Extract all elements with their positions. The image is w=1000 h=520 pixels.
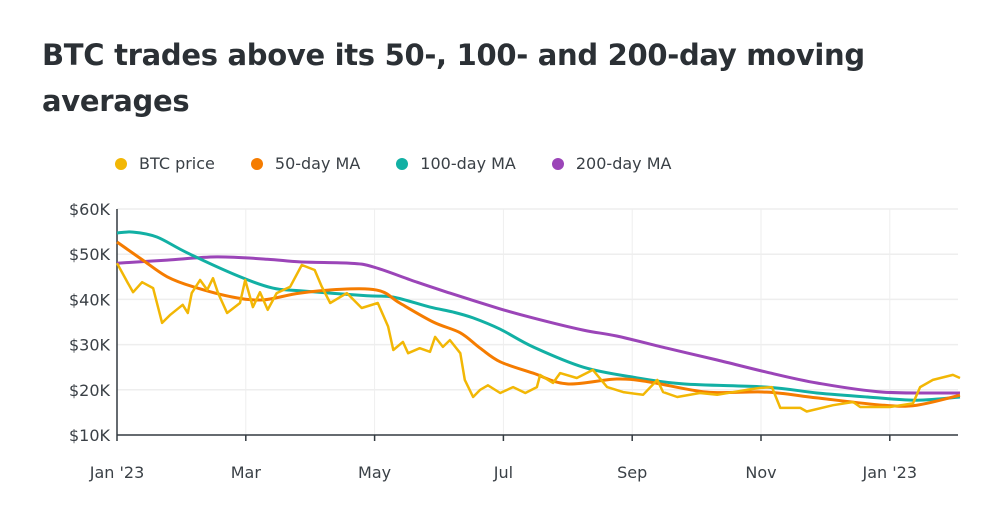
legend-label: BTC price xyxy=(139,154,215,173)
legend-item-100-day-ma[interactable]: 100-day MA xyxy=(396,154,516,173)
series-line-100-day-ma[interactable] xyxy=(116,230,961,402)
y-tick-label: $10K xyxy=(69,426,111,445)
x-tick-label: Jan '23 xyxy=(89,463,145,482)
y-tick-label: $40K xyxy=(69,290,111,309)
x-tick-label: May xyxy=(358,463,391,482)
series-line-50-day-ma[interactable] xyxy=(116,240,961,408)
legend-label: 50-day MA xyxy=(274,154,361,173)
legend-label: 100-day MA xyxy=(420,154,516,173)
legend-marker xyxy=(250,157,263,170)
x-tick-label: Jul xyxy=(493,463,513,482)
legend-marker xyxy=(115,157,127,170)
x-tick-label: Mar xyxy=(231,463,262,482)
y-tick-label: $30K xyxy=(69,336,111,355)
legend: BTC price 50-day MA 100-day MA 200-day M… xyxy=(115,154,671,173)
series-line-200-day-ma[interactable] xyxy=(116,255,961,395)
legend-item-50-day-ma[interactable]: 50-day MA xyxy=(250,154,361,173)
x-tick-label: Sep xyxy=(617,463,647,482)
x-tick-label: Nov xyxy=(745,463,776,482)
legend-marker xyxy=(396,157,409,170)
series-line-btc-price[interactable] xyxy=(115,262,961,413)
y-tick-label: $50K xyxy=(69,245,111,264)
x-tick-label: Jan '23 xyxy=(862,463,918,482)
legend-label: 200-day MA xyxy=(575,154,672,173)
y-tick-label: $60K xyxy=(69,200,111,219)
chart-title: BTC trades above its 50-, 100- and 200-d… xyxy=(42,38,865,118)
legend-item-200-day-ma[interactable]: 200-day MA xyxy=(551,154,672,173)
y-tick-label: $20K xyxy=(69,381,111,400)
legend-marker xyxy=(551,157,564,170)
legend-item-btc-price[interactable]: BTC price xyxy=(115,154,215,173)
